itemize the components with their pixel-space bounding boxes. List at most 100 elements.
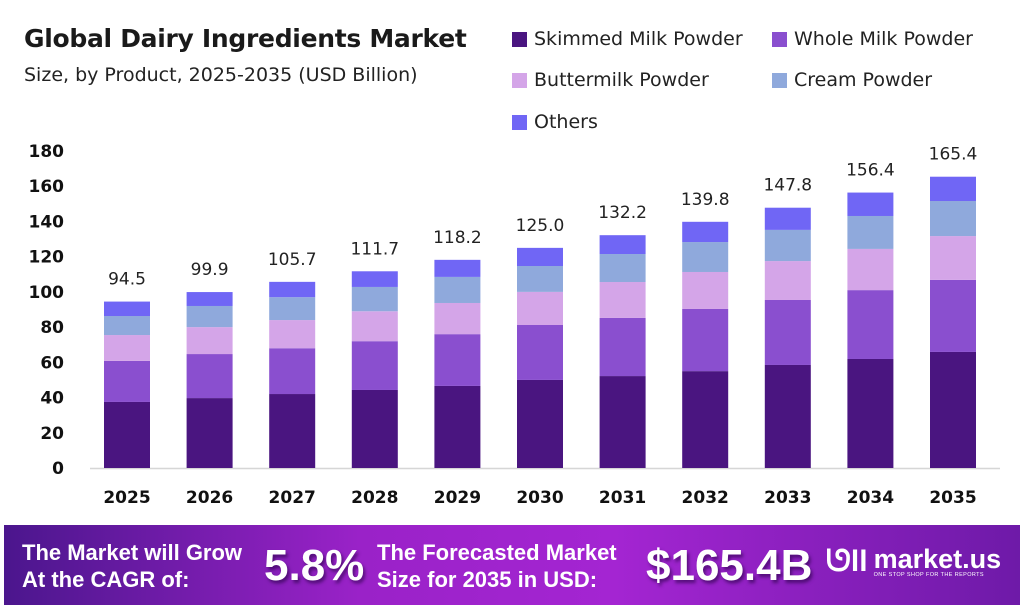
bar-segment-skimmed-milk-powder: [517, 379, 563, 468]
cagr-label: The Market will Grow At the CAGR of:: [22, 539, 242, 593]
bar-segment-whole-milk-powder: [104, 360, 150, 402]
bar-segment-skimmed-milk-powder: [682, 371, 729, 468]
chart-subtitle: Size, by Product, 2025-2035 (USD Billion…: [24, 64, 418, 86]
brand-logo: ᘎll market.us ONE STOP SHOP FOR THE REPOR…: [826, 545, 1001, 579]
forecast-label: The Forecasted Market Size for 2035 in US…: [377, 539, 617, 593]
legend-label: Whole Milk Powder: [794, 28, 973, 50]
legend-label: Cream Powder: [794, 69, 933, 91]
cagr-value: 5.8%: [264, 541, 365, 590]
bar-segment-buttermilk-powder: [186, 327, 233, 355]
bar-segment-cream-powder: [847, 215, 894, 249]
bar-segment-whole-milk-powder: [434, 334, 481, 386]
forecast-value: $165.4B: [646, 541, 813, 590]
bar-segment-skimmed-milk-powder: [104, 401, 150, 468]
legend-swatch: [772, 72, 787, 88]
bar-segment-skimmed-milk-powder: [930, 351, 976, 468]
forecast-label-line2: Size for 2035 in USD:: [377, 567, 598, 592]
legend-label: Buttermilk Powder: [534, 69, 709, 91]
x-tick-label: 2028: [351, 488, 398, 508]
bar-segment-skimmed-milk-powder: [269, 394, 316, 468]
bar-segment-others: [682, 221, 729, 243]
y-tick-label: 20: [40, 424, 64, 444]
bar-segment-cream-powder: [764, 229, 811, 262]
legend-swatch: [512, 72, 527, 88]
bar-segment-skimmed-milk-powder: [599, 376, 646, 468]
legend-swatch: [512, 114, 527, 130]
forecast-label-line1: The Forecasted Market: [377, 540, 617, 565]
total-data-label: 105.7: [268, 250, 317, 270]
x-tick-label: 2034: [847, 488, 894, 508]
legend-label: Others: [534, 111, 598, 133]
bar-segment-buttermilk-powder: [847, 248, 894, 291]
bar-segment-cream-powder: [351, 286, 398, 312]
bar-segment-cream-powder: [434, 276, 481, 303]
total-data-label: 99.9: [191, 260, 229, 280]
brand-tagline: ONE STOP SHOP FOR THE REPORTS: [873, 572, 984, 578]
bar-segment-others: [269, 281, 316, 298]
total-data-label: 156.4: [846, 161, 895, 181]
bar-segment-whole-milk-powder: [269, 348, 316, 395]
bar-segment-cream-powder: [269, 297, 316, 321]
bar-segment-whole-milk-powder: [599, 317, 646, 377]
legend-item-buttermilk: Buttermilk Powder: [512, 69, 709, 91]
bar-segment-whole-milk-powder: [517, 324, 563, 380]
y-tick-label: 40: [40, 389, 64, 409]
bar-segment-cream-powder: [682, 242, 729, 272]
bar-segment-buttermilk-powder: [930, 236, 976, 280]
bar-segment-whole-milk-powder: [682, 308, 729, 372]
y-tick-label: 180: [29, 142, 65, 162]
chart-title: Global Dairy Ingredients Market: [24, 24, 467, 53]
bar-segment-others: [764, 207, 811, 230]
bar-segment-others: [930, 176, 976, 202]
stacked-bar-chart: 0 20 40 60 80 100 120 140 160 180 94.5 2025 99.9 2026…: [29, 142, 1000, 508]
y-tick-label: 80: [40, 318, 64, 338]
total-data-label: 165.4: [929, 145, 978, 165]
x-tick-label: 2031: [599, 488, 646, 508]
total-data-label: 132.2: [598, 203, 647, 223]
total-data-label: 147.8: [763, 176, 812, 196]
bar-segment-skimmed-milk-powder: [351, 389, 398, 468]
bar-segment-others: [517, 247, 563, 267]
y-tick-label: 60: [40, 353, 64, 373]
bar-segment-others: [186, 292, 233, 306]
x-tick-label: 2026: [186, 488, 233, 508]
bar-segment-cream-powder: [930, 201, 976, 237]
bar-segment-whole-milk-powder: [764, 299, 811, 365]
x-tick-label: 2035: [929, 488, 976, 508]
x-tick-label: 2030: [516, 488, 563, 508]
bar-segment-whole-milk-powder: [186, 354, 233, 399]
bar-segment-others: [351, 271, 398, 287]
bar-segment-buttermilk-powder: [599, 282, 646, 318]
y-tick-label: 160: [29, 177, 65, 197]
y-tick-label: 120: [29, 248, 65, 268]
legend-swatch: [512, 31, 527, 47]
total-data-label: 139.8: [681, 190, 730, 210]
legend-swatch: [772, 31, 787, 47]
x-tick-label: 2032: [682, 488, 729, 508]
y-tick-label: 140: [29, 212, 65, 232]
bar-segment-cream-powder: [186, 305, 233, 328]
total-data-label: 125.0: [516, 216, 565, 236]
bar-segment-others: [599, 235, 646, 255]
bar-segment-buttermilk-powder: [764, 261, 811, 300]
bar-segment-buttermilk-powder: [517, 291, 563, 325]
bar-segment-others: [434, 259, 481, 277]
bar-segment-skimmed-milk-powder: [764, 364, 811, 468]
bar-segment-cream-powder: [599, 254, 646, 283]
total-data-label: 118.2: [433, 228, 482, 248]
footer-banner: The Market will Grow At the CAGR of: 5.8%…: [4, 525, 1020, 605]
bar-segment-buttermilk-powder: [434, 302, 481, 335]
bar-segment-whole-milk-powder: [847, 290, 894, 359]
legend-item-skimmed: Skimmed Milk Powder: [512, 28, 743, 50]
x-tick-label: 2029: [434, 488, 481, 508]
legend-item-cream: Cream Powder: [772, 69, 932, 91]
bar-segment-cream-powder: [517, 266, 563, 292]
logo-mark-icon: ᘎll: [826, 545, 868, 578]
bar-segment-buttermilk-powder: [269, 320, 316, 349]
bar-segment-others: [847, 192, 894, 216]
bar-segment-skimmed-milk-powder: [186, 398, 233, 468]
x-tick-label: 2033: [764, 488, 811, 508]
bar-segment-buttermilk-powder: [351, 311, 398, 342]
legend-item-others: Others: [512, 111, 598, 133]
total-data-label: 111.7: [350, 239, 399, 259]
